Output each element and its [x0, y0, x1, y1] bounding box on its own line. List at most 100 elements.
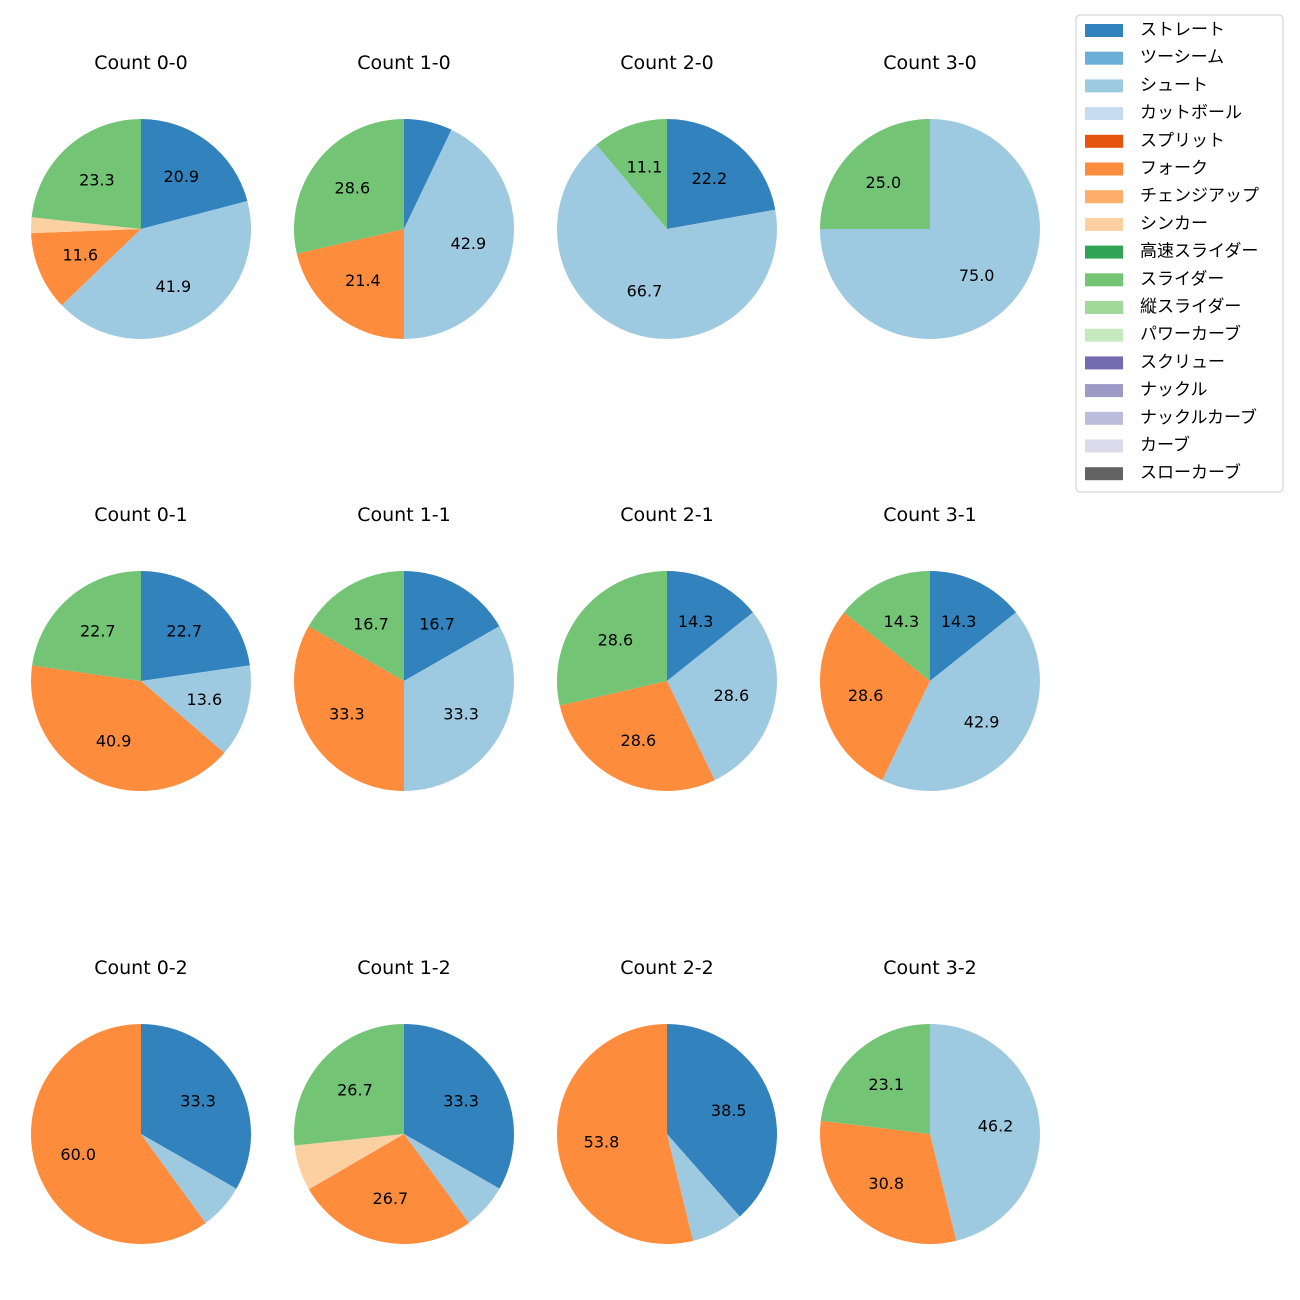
- legend-swatch: [1085, 51, 1123, 65]
- pie-2: Count 1-0 42.9 21.4 28.6: [294, 52, 514, 339]
- legend-label: ナックルカーブ: [1140, 407, 1257, 428]
- slice-percent-label: 16.7: [353, 614, 389, 633]
- slice-percent-label: 75.0: [959, 266, 995, 285]
- pie-slice: [404, 119, 452, 229]
- pie-slice: [30, 1024, 206, 1244]
- pie-title: Count 1-2: [357, 957, 451, 979]
- slice-percent-label: 66.7: [627, 282, 663, 301]
- slice-percent-label: 23.3: [79, 170, 115, 189]
- legend-label: カーブ: [1140, 435, 1190, 456]
- legend-item: パワーカーブ: [1085, 324, 1241, 345]
- legend-item: チェンジアップ: [1085, 186, 1259, 206]
- legend-label: スクリュー: [1140, 352, 1225, 372]
- pie-12: Count 3-2 46.2 30.8 23.1: [820, 957, 1040, 1244]
- legend-swatch: [1085, 245, 1123, 259]
- legend-item: ツーシーム: [1085, 48, 1224, 68]
- pie-slice: [294, 119, 404, 254]
- legend-swatch: [1085, 411, 1123, 425]
- slice-percent-label: 33.3: [180, 1091, 216, 1110]
- slice-percent-label: 42.9: [964, 713, 1000, 732]
- pie-slice: [296, 229, 404, 339]
- pie-7: Count 2-1 14.3 28.6 28.6 28.6: [557, 504, 777, 791]
- legend-item: スライダー: [1085, 269, 1224, 289]
- pie-slice: [404, 571, 500, 681]
- legend: ストレートツーシームシュートカットボールスプリットフォークチェンジアップシンカー…: [1075, 14, 1284, 493]
- legend-item: ストレート: [1085, 20, 1225, 40]
- pie-slice: [141, 119, 248, 229]
- legend-swatch: [1085, 467, 1123, 481]
- slice-percent-label: 30.8: [868, 1174, 904, 1193]
- pie-4: Count 3-0 75.0 25.0: [820, 52, 1040, 339]
- slice-percent-label: 26.7: [337, 1080, 373, 1099]
- pie-slice: [559, 681, 715, 791]
- legend-label: 高速スライダー: [1140, 242, 1258, 262]
- slice-percent-label: 13.6: [187, 690, 223, 709]
- pie-slice: [667, 119, 776, 229]
- legend-label: スライダー: [1140, 269, 1224, 289]
- slice-percent-label: 60.0: [60, 1145, 96, 1164]
- slice-percent-label: 42.9: [451, 234, 487, 253]
- slice-percent-label: 11.1: [627, 157, 663, 176]
- slice-percent-label: 22.7: [80, 622, 116, 641]
- slice-percent-label: 11.6: [62, 245, 98, 264]
- legend-swatch: [1085, 384, 1123, 398]
- slice-percent-label: 22.7: [166, 622, 202, 641]
- legend-label: 縦スライダー: [1140, 297, 1241, 317]
- legend-item: カットボール: [1085, 103, 1242, 123]
- legend-label: ナックル: [1140, 380, 1208, 400]
- pie-slice: [404, 626, 514, 791]
- pie-slice: [667, 1024, 777, 1217]
- legend-item: スプリット: [1085, 131, 1225, 151]
- pie-title: Count 3-1: [883, 504, 977, 526]
- legend-item: シュート: [1085, 75, 1208, 95]
- pie-slice: [141, 1134, 237, 1223]
- slice-percent-label: 28.6: [621, 731, 657, 750]
- pie-slice: [667, 571, 754, 681]
- pie-title: Count 0-0: [94, 52, 188, 74]
- legend-item: スローカーブ: [1085, 462, 1241, 483]
- pie-slice: [556, 144, 777, 340]
- pie-slice: [820, 1120, 957, 1244]
- pie-slice: [820, 612, 930, 781]
- legend-item: スクリュー: [1085, 352, 1225, 372]
- pie-slice: [404, 1134, 500, 1223]
- pie-title: Count 1-1: [357, 504, 451, 526]
- pie-slice: [820, 119, 930, 229]
- legend-swatch: [1085, 190, 1123, 204]
- pie-slice: [820, 1024, 930, 1134]
- slice-percent-label: 33.3: [443, 1091, 479, 1110]
- legend-item: シンカー: [1085, 214, 1208, 234]
- legend-item: フォーク: [1085, 159, 1208, 179]
- slice-percent-label: 22.2: [692, 169, 728, 188]
- legend-label: ツーシーム: [1140, 48, 1224, 68]
- pie-3: Count 2-0 22.2 66.7 11.1: [556, 52, 777, 340]
- pie-11: Count 2-2 38.5 53.8: [557, 957, 777, 1244]
- legend-swatch: [1085, 273, 1123, 287]
- pie-slice: [308, 571, 404, 681]
- legend-label: ストレート: [1140, 20, 1225, 40]
- legend-swatch: [1085, 217, 1123, 231]
- slice-percent-label: 28.6: [335, 178, 371, 197]
- legend-swatch: [1085, 162, 1123, 176]
- slice-percent-label: 14.3: [884, 612, 920, 631]
- pie-10: Count 1-2 33.3 26.7 26.7: [293, 957, 514, 1244]
- pie-slice: [667, 1134, 740, 1241]
- slice-percent-label: 21.4: [345, 271, 381, 290]
- pie-title: Count 0-2: [94, 957, 188, 979]
- legend-label: カットボール: [1140, 103, 1242, 123]
- pie-slice: [31, 119, 141, 229]
- legend-swatch: [1085, 439, 1123, 453]
- pie-9: Count 0-2 33.3 60.0: [30, 957, 251, 1244]
- legend-swatch: [1085, 79, 1123, 93]
- legend-items: ストレートツーシームシュートカットボールスプリットフォークチェンジアップシンカー…: [1085, 20, 1259, 483]
- legend-label: シュート: [1140, 75, 1208, 95]
- pie-slice: [141, 571, 250, 681]
- legend-swatch: [1085, 301, 1123, 314]
- pie-5: Count 0-1 22.7 13.6 40.9 22.7: [31, 504, 251, 791]
- pie-slice: [294, 626, 404, 791]
- slice-percent-label: 14.3: [678, 612, 714, 631]
- pie-slice: [32, 570, 141, 681]
- slice-percent-label: 33.3: [329, 705, 365, 724]
- pie-slice: [30, 217, 141, 234]
- legend-swatch: [1085, 356, 1123, 370]
